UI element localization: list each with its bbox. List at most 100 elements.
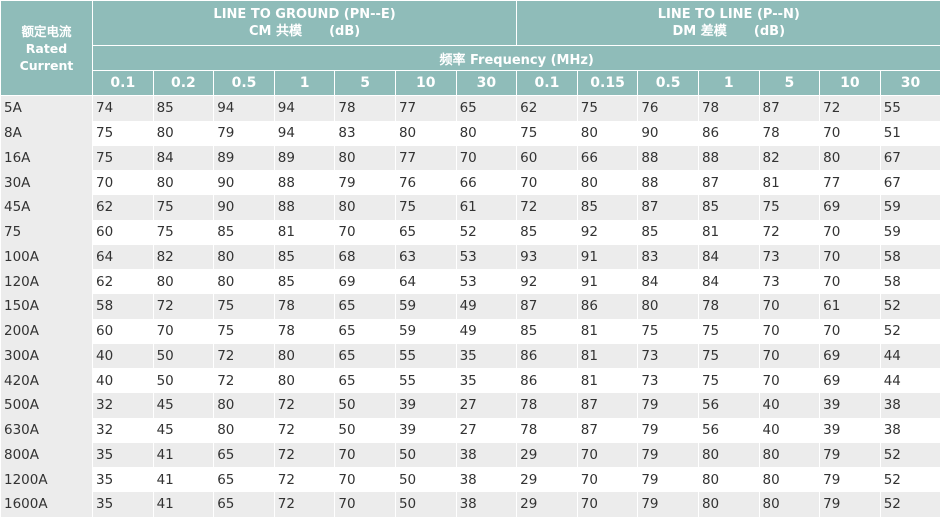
dm-value-cell: 52 xyxy=(879,467,941,492)
dm-value-cell: 60 xyxy=(516,145,578,171)
dm-value-cell: 87 xyxy=(637,195,699,220)
cm-value-cell: 53 xyxy=(455,269,518,294)
cm-frequency-column-header: 10 xyxy=(394,70,457,96)
dm-value-cell: 38 xyxy=(879,393,941,418)
table-row: 200A 60 70 75 78 65 59 49 85 81 75 75 70 70 52 xyxy=(0,318,941,344)
rated-current-cell: 5A xyxy=(0,95,93,121)
cm-value-cell: 81 xyxy=(273,219,336,245)
dm-value-cell: 40 xyxy=(758,417,821,443)
dm-value-cell: 51 xyxy=(879,120,941,146)
rated-current-cell: 1200A xyxy=(0,467,93,492)
dm-value-cell: 80 xyxy=(697,442,760,468)
dm-value-cell: 38 xyxy=(879,417,941,443)
dm-value-cell: 80 xyxy=(697,492,760,517)
dm-value-cell: 84 xyxy=(697,244,760,270)
cm-value-cell: 62 xyxy=(92,195,154,220)
header-row-columns: 0.1 0.2 0.5 1 5 10 30 0.1 0.15 0.5 1 5 10 30 xyxy=(1,70,941,96)
cm-value-cell: 72 xyxy=(273,417,336,443)
dm-value-cell: 70 xyxy=(758,368,821,393)
dm-value-cell: 87 xyxy=(576,417,639,443)
dm-value-cell: 87 xyxy=(516,294,578,319)
dm-value-cell: 79 xyxy=(819,442,881,468)
dm-value-cell: 92 xyxy=(576,219,639,245)
table-row: 5A 74 85 94 94 78 77 65 62 75 76 78 87 72 55 xyxy=(0,95,941,121)
cm-frequency-column-header: 0.5 xyxy=(213,70,275,96)
dm-value-cell: 56 xyxy=(697,393,760,418)
dm-value-cell: 70 xyxy=(576,492,639,517)
cm-value-cell: 41 xyxy=(152,442,215,468)
dm-value-cell: 79 xyxy=(637,442,699,468)
cm-value-cell: 80 xyxy=(273,343,336,369)
dm-value-cell: 69 xyxy=(819,368,881,393)
cm-value-cell: 80 xyxy=(152,269,215,294)
rated-current-cell: 800A xyxy=(0,442,93,468)
cm-value-cell: 76 xyxy=(394,170,457,195)
dm-title: LINE TO LINE (P--N) xyxy=(657,7,800,22)
cm-value-cell: 94 xyxy=(273,95,336,121)
dm-subtitle: DM 差模 (dB) xyxy=(672,24,786,39)
dm-value-cell: 75 xyxy=(516,120,578,146)
cm-value-cell: 80 xyxy=(334,145,396,171)
dm-value-cell: 91 xyxy=(576,269,639,294)
dm-value-cell: 79 xyxy=(637,393,699,418)
dm-value-cell: 52 xyxy=(879,442,941,468)
dm-value-cell: 93 xyxy=(516,244,578,270)
table-row: 420A 40 50 72 80 65 55 35 86 81 73 75 70 69 44 xyxy=(0,368,941,393)
cm-value-cell: 39 xyxy=(394,417,457,443)
cm-value-cell: 89 xyxy=(273,145,336,171)
dm-value-cell: 92 xyxy=(516,269,578,294)
cm-value-cell: 60 xyxy=(92,219,154,245)
cm-value-cell: 65 xyxy=(334,318,396,344)
dm-frequency-column-header: 30 xyxy=(879,70,941,96)
cm-value-cell: 70 xyxy=(455,145,518,171)
dm-value-cell: 73 xyxy=(637,368,699,393)
cm-value-cell: 72 xyxy=(213,343,275,369)
cm-value-cell: 53 xyxy=(455,244,518,270)
dm-value-cell: 72 xyxy=(516,195,578,220)
cm-value-cell: 41 xyxy=(152,492,215,517)
dm-value-cell: 70 xyxy=(758,318,821,344)
cm-value-cell: 70 xyxy=(92,170,154,195)
dm-value-cell: 44 xyxy=(879,368,941,393)
cm-value-cell: 41 xyxy=(152,467,215,492)
dm-value-cell: 88 xyxy=(697,145,760,171)
cm-value-cell: 35 xyxy=(455,368,518,393)
dm-value-cell: 75 xyxy=(637,318,699,344)
rated-current-cell: 120A xyxy=(0,269,93,294)
table-row: 120A 62 80 80 85 69 64 53 92 91 84 84 73 70 58 xyxy=(0,269,941,294)
dm-value-cell: 81 xyxy=(576,318,639,344)
cm-value-cell: 27 xyxy=(455,417,518,443)
dm-value-cell: 84 xyxy=(637,269,699,294)
cm-value-cell: 40 xyxy=(92,343,154,369)
dm-value-cell: 80 xyxy=(758,442,821,468)
dm-value-cell: 77 xyxy=(819,170,881,195)
cm-value-cell: 59 xyxy=(394,294,457,319)
cm-value-cell: 80 xyxy=(455,120,518,146)
dm-value-cell: 52 xyxy=(879,492,941,517)
cm-value-cell: 50 xyxy=(334,393,396,418)
rated-current-cell: 200A xyxy=(0,318,93,344)
cm-value-cell: 68 xyxy=(334,244,396,270)
table-row: 1200A 35 41 65 72 70 50 38 29 70 79 80 80 79 52 xyxy=(0,467,941,492)
rated-current-cell: 30A xyxy=(0,170,93,195)
dm-value-cell: 78 xyxy=(758,120,821,146)
cm-value-cell: 55 xyxy=(394,343,457,369)
cm-value-cell: 65 xyxy=(334,343,396,369)
dm-value-cell: 87 xyxy=(697,170,760,195)
rated-current-en-1: Rated xyxy=(25,40,68,56)
dm-value-cell: 83 xyxy=(637,244,699,270)
cm-value-cell: 80 xyxy=(334,195,396,220)
cm-value-cell: 77 xyxy=(394,95,457,121)
cm-value-cell: 88 xyxy=(273,195,336,220)
cm-value-cell: 79 xyxy=(213,120,275,146)
cm-value-cell: 65 xyxy=(394,219,457,245)
dm-frequency-column-header: 1 xyxy=(697,70,760,96)
cm-value-cell: 72 xyxy=(152,294,215,319)
cm-value-cell: 75 xyxy=(213,294,275,319)
dm-value-cell: 76 xyxy=(637,95,699,121)
cm-title: LINE TO GROUND (PN--E) xyxy=(213,7,396,22)
dm-value-cell: 80 xyxy=(576,120,639,146)
dm-value-cell: 86 xyxy=(697,120,760,146)
cm-value-cell: 52 xyxy=(455,219,518,245)
dm-value-cell: 79 xyxy=(637,417,699,443)
